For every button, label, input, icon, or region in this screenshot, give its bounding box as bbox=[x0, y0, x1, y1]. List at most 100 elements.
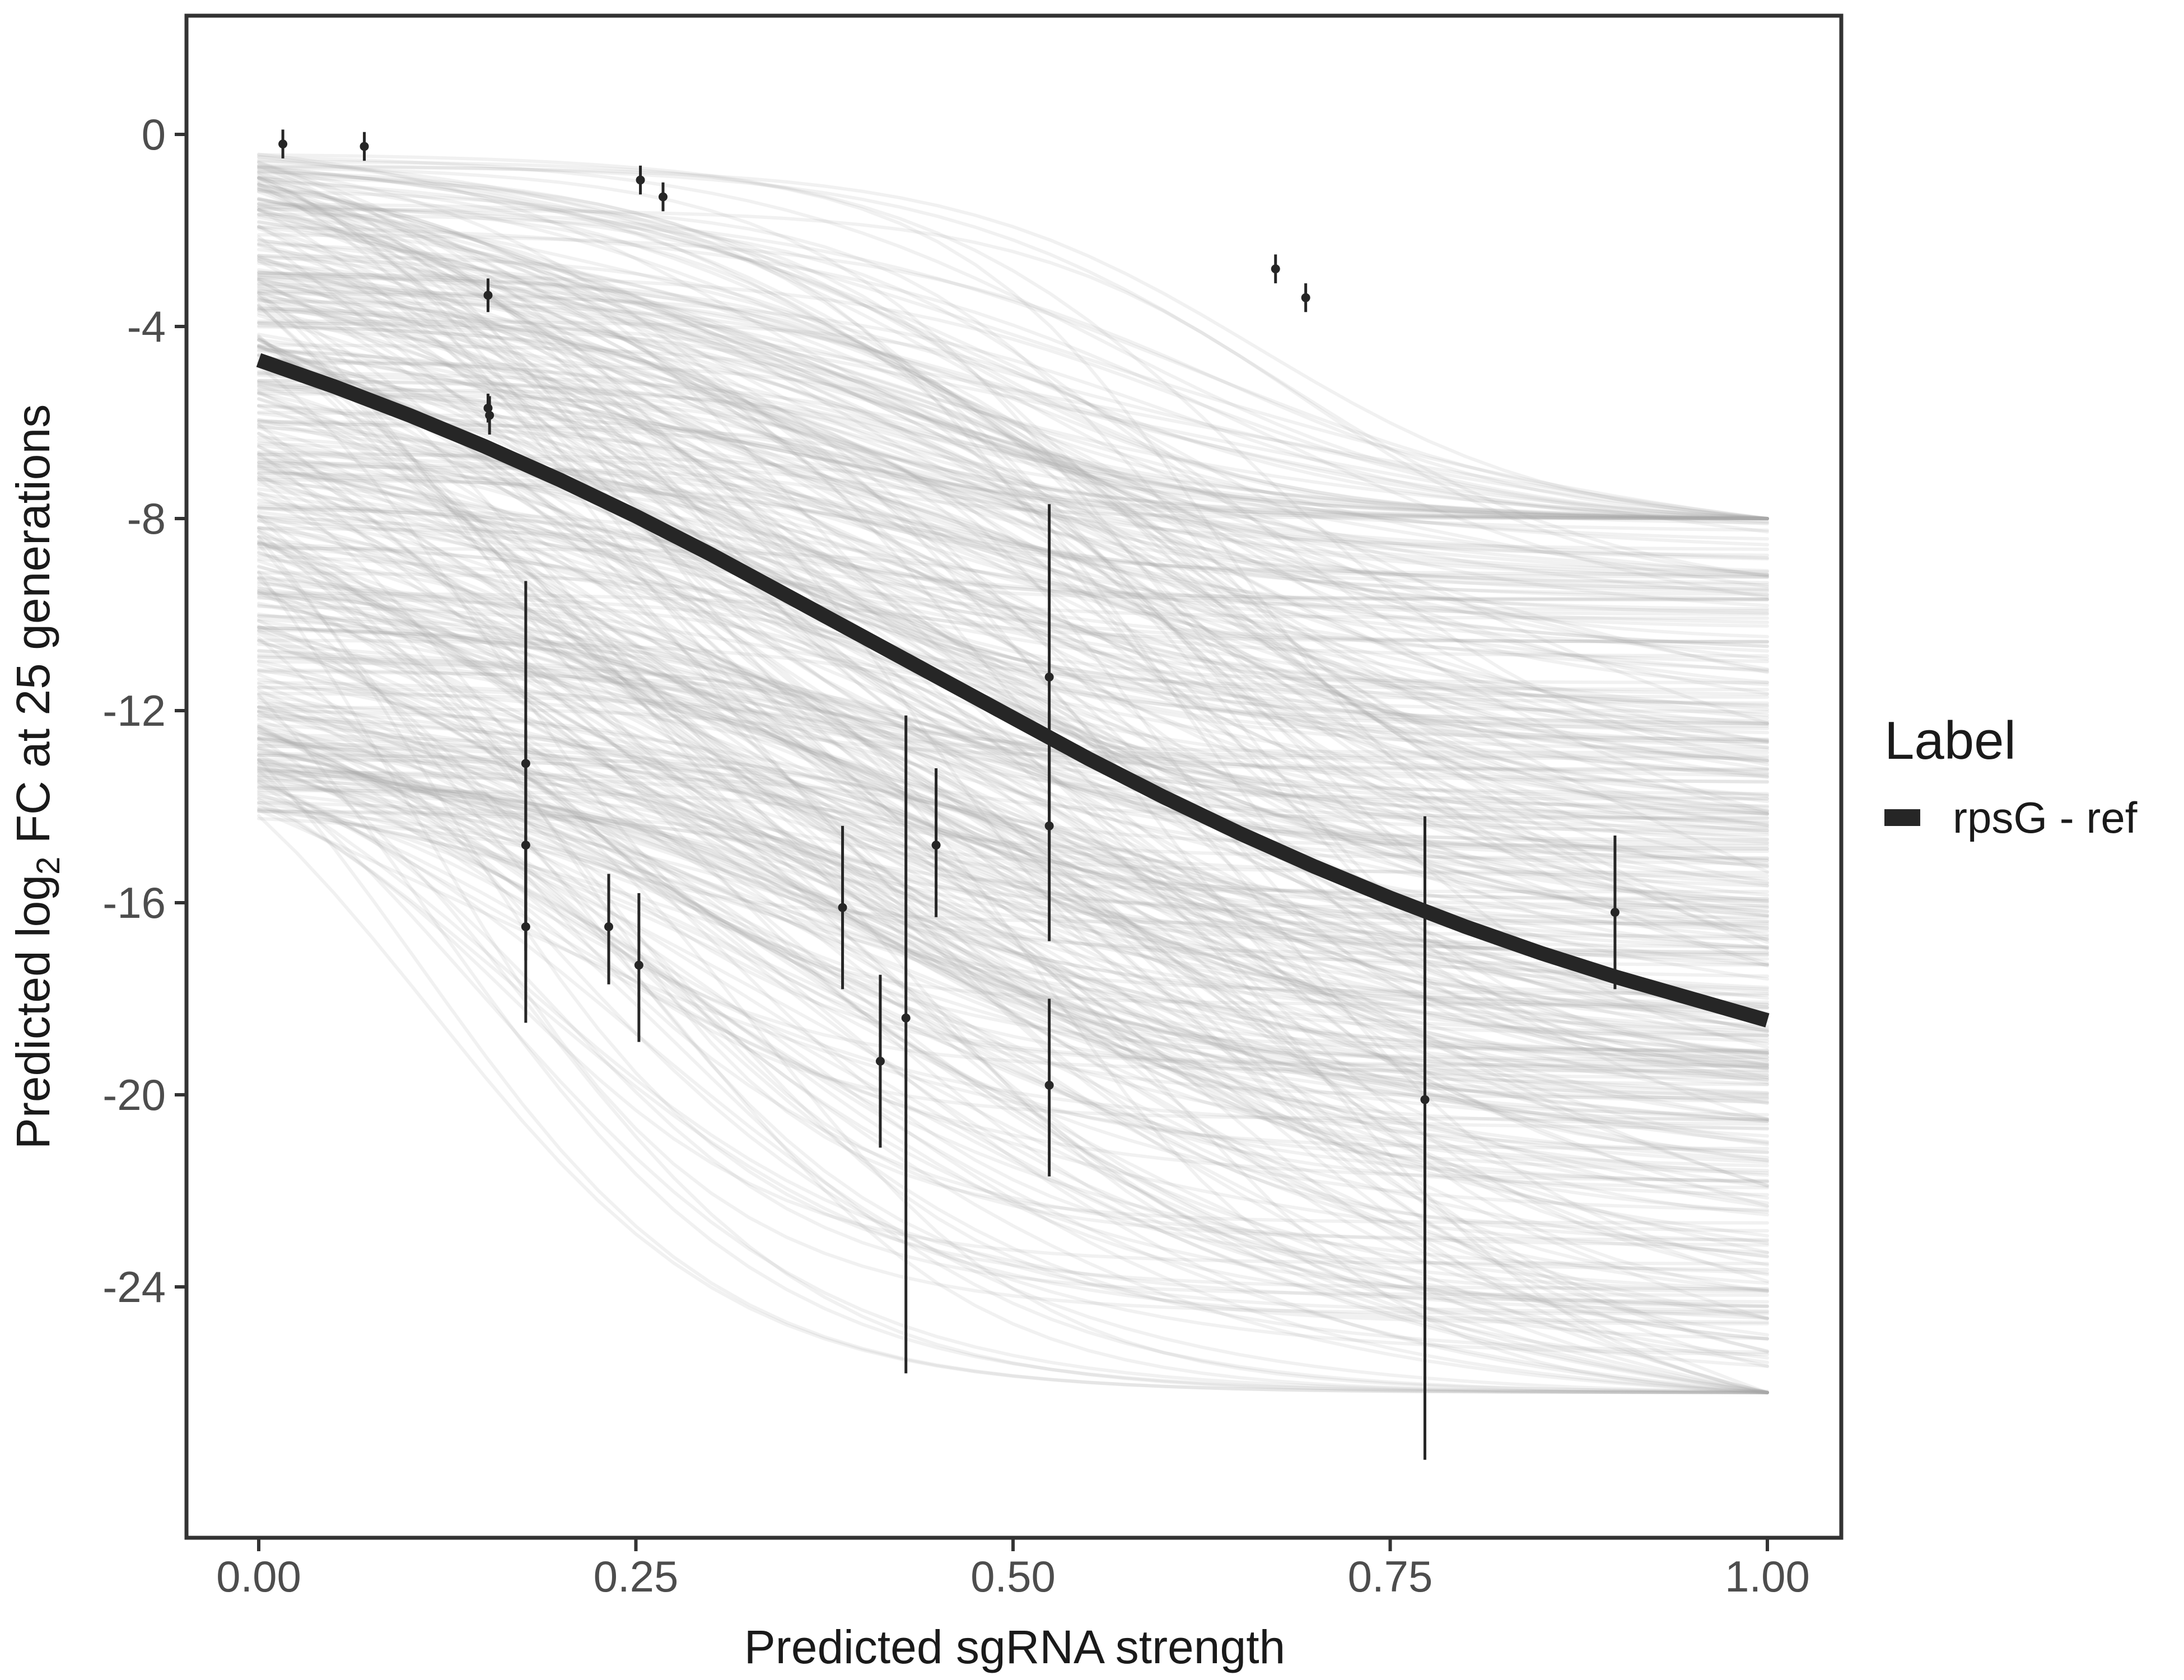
posterior-draw-line bbox=[257, 404, 1769, 917]
posterior-draw-line bbox=[257, 800, 1769, 1313]
posterior-draw-line bbox=[257, 173, 1769, 601]
posterior-draw-line bbox=[257, 385, 1769, 596]
legend-key-rpsg-ref bbox=[1884, 809, 1920, 826]
posterior-draw-line bbox=[257, 225, 1769, 520]
posterior-draw-line bbox=[257, 554, 1769, 1121]
posterior-draw-line bbox=[257, 519, 1769, 951]
posterior-draw-line bbox=[257, 391, 1769, 865]
posterior-draw-line bbox=[257, 614, 1769, 1217]
posterior-draw-line bbox=[257, 758, 1769, 1245]
posterior-draw-line bbox=[257, 659, 1769, 1272]
posterior-draw-line bbox=[257, 384, 1769, 991]
posterior-draw-line bbox=[257, 685, 1769, 1028]
posterior-draw-line bbox=[257, 713, 1769, 1368]
posterior-draw-line bbox=[257, 353, 1769, 590]
posterior-draw-line bbox=[257, 225, 1769, 696]
posterior-draw-line bbox=[257, 705, 1769, 1200]
data-points bbox=[278, 129, 1620, 1460]
posterior-draw-line bbox=[257, 296, 1769, 541]
posterior-draw-line bbox=[257, 152, 1769, 520]
posterior-draw-line bbox=[257, 491, 1769, 1095]
posterior-draw-line bbox=[257, 300, 1769, 525]
posterior-draw-line bbox=[257, 591, 1769, 1123]
posterior-draw-line bbox=[257, 357, 1769, 557]
posterior-draw-line bbox=[257, 542, 1769, 1208]
posterior-draw-line bbox=[257, 788, 1769, 1258]
posterior-draw-line bbox=[257, 590, 1769, 1009]
posterior-draw-line bbox=[257, 169, 1769, 574]
posterior-draw-line bbox=[257, 790, 1769, 1321]
posterior-draw-line bbox=[257, 547, 1769, 776]
y-tick-label: -12 bbox=[102, 686, 166, 735]
posterior-draw-line bbox=[257, 453, 1769, 1059]
posterior-draw-line bbox=[257, 189, 1769, 816]
posterior-draw-line bbox=[257, 256, 1769, 532]
posterior-draw-line bbox=[257, 363, 1769, 1067]
posterior-draw-line bbox=[257, 736, 1769, 1233]
posterior-draw-line bbox=[257, 372, 1769, 615]
posterior-draw-line bbox=[257, 171, 1769, 868]
posterior-draw-line bbox=[257, 460, 1769, 1067]
posterior-draw-line bbox=[257, 765, 1769, 1364]
posterior-draw-line bbox=[257, 814, 1769, 1394]
posterior-draw-line bbox=[257, 506, 1769, 1086]
posterior-draw-line bbox=[257, 291, 1769, 526]
posterior-draw-line bbox=[257, 492, 1769, 707]
posterior-draw-line bbox=[257, 461, 1769, 771]
posterior-draw-line bbox=[257, 186, 1769, 860]
posterior-draw-line bbox=[257, 526, 1769, 1267]
posterior-draw-line bbox=[257, 418, 1769, 1020]
posterior-draw-line bbox=[257, 284, 1769, 949]
posterior-draw-line bbox=[257, 391, 1769, 927]
posterior-draw-line bbox=[257, 780, 1769, 1297]
posterior-draw-line bbox=[257, 612, 1769, 990]
data-point bbox=[875, 1056, 885, 1066]
posterior-draw-line bbox=[257, 764, 1769, 1320]
posterior-draw-line bbox=[257, 746, 1769, 1145]
posterior-draw-line bbox=[257, 275, 1769, 520]
posterior-draw-line bbox=[257, 576, 1769, 939]
posterior-draw-line bbox=[257, 208, 1769, 520]
x-tick-label: 0.00 bbox=[216, 1552, 301, 1601]
posterior-draw-line bbox=[257, 781, 1769, 1394]
posterior-draw-line bbox=[257, 346, 1769, 968]
posterior-draw-line bbox=[257, 640, 1769, 956]
posterior-draw-line bbox=[257, 738, 1769, 1037]
posterior-draw-line bbox=[257, 379, 1769, 884]
posterior-draw-line bbox=[257, 571, 1769, 1315]
data-point bbox=[1044, 821, 1054, 830]
posterior-draw-line bbox=[257, 805, 1769, 1394]
posterior-draw-line bbox=[257, 244, 1769, 771]
posterior-draw-line bbox=[257, 270, 1769, 520]
posterior-draw-line bbox=[257, 709, 1769, 1197]
posterior-draw-line bbox=[257, 748, 1769, 1154]
posterior-draw-line bbox=[257, 775, 1769, 1164]
posterior-draw-line bbox=[257, 344, 1769, 560]
posterior-draw-line bbox=[257, 726, 1769, 1394]
posterior-draw-line bbox=[257, 596, 1769, 1159]
posterior-draw-line bbox=[257, 175, 1769, 930]
posterior-draw-line bbox=[257, 619, 1769, 1015]
posterior-draw-line bbox=[257, 505, 1769, 745]
posterior-draw-line bbox=[257, 595, 1769, 1208]
posterior-draw-line bbox=[257, 388, 1769, 950]
posterior-draw-line bbox=[257, 688, 1769, 1122]
posterior-draw-line bbox=[257, 349, 1769, 725]
posterior-draw-line bbox=[257, 585, 1769, 1242]
posterior-draw-line bbox=[257, 605, 1769, 1341]
posterior-draw-line bbox=[257, 471, 1769, 779]
y-tick-label: -24 bbox=[102, 1262, 166, 1312]
y-tick-label: -20 bbox=[102, 1070, 166, 1119]
posterior-draw-line bbox=[257, 785, 1769, 1103]
data-point bbox=[1301, 293, 1310, 302]
posterior-draw-line bbox=[257, 642, 1769, 918]
posterior-draw-line bbox=[257, 626, 1769, 1184]
posterior-draw-line bbox=[257, 254, 1769, 942]
posterior-draw-line bbox=[257, 668, 1769, 1131]
posterior-draw-line bbox=[257, 758, 1769, 1098]
posterior-draw-line bbox=[257, 277, 1769, 808]
posterior-draw-line bbox=[257, 276, 1769, 832]
posterior-draw-line bbox=[257, 601, 1769, 1023]
posterior-draw-line bbox=[257, 167, 1769, 616]
posterior-draw-line bbox=[257, 744, 1769, 1062]
